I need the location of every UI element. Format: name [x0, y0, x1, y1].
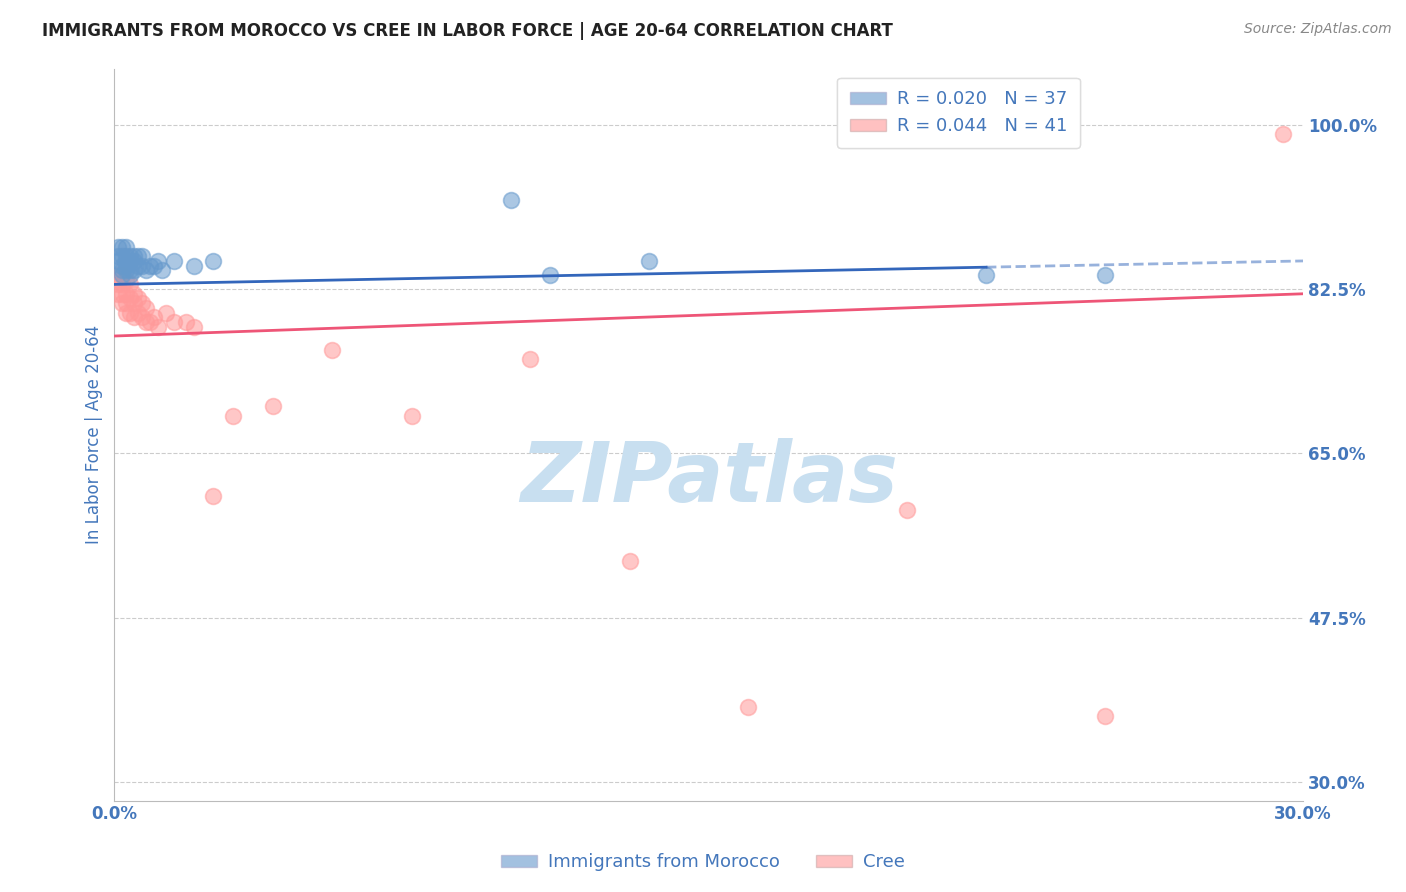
- Point: [401, 409, 423, 423]
- Point: [143, 259, 166, 273]
- Point: [120, 277, 142, 292]
- Point: [1094, 709, 1116, 723]
- Point: [139, 315, 162, 329]
- Point: [150, 263, 173, 277]
- Point: [120, 249, 142, 263]
- Point: [519, 352, 541, 367]
- Point: [120, 263, 142, 277]
- Point: [202, 254, 225, 268]
- Point: [538, 268, 561, 282]
- Point: [111, 249, 134, 263]
- Point: [163, 315, 186, 329]
- Point: [107, 277, 129, 292]
- Point: [135, 315, 157, 329]
- Point: [115, 249, 138, 263]
- Point: [146, 254, 169, 268]
- Point: [115, 273, 138, 287]
- Point: [122, 254, 145, 268]
- Point: [135, 301, 157, 315]
- Point: [135, 263, 157, 277]
- Point: [107, 286, 129, 301]
- Point: [183, 259, 205, 273]
- Point: [115, 263, 138, 277]
- Point: [163, 254, 186, 268]
- Point: [974, 268, 997, 282]
- Point: [896, 502, 918, 516]
- Point: [122, 286, 145, 301]
- Point: [111, 296, 134, 310]
- Point: [107, 268, 129, 282]
- Point: [120, 305, 142, 319]
- Point: [107, 249, 129, 263]
- Point: [183, 319, 205, 334]
- Point: [111, 263, 134, 277]
- Legend: Immigrants from Morocco, Cree: Immigrants from Morocco, Cree: [494, 847, 912, 879]
- Point: [131, 249, 153, 263]
- Point: [122, 249, 145, 263]
- Point: [111, 286, 134, 301]
- Point: [115, 240, 138, 254]
- Point: [122, 310, 145, 325]
- Point: [115, 296, 138, 310]
- Point: [139, 259, 162, 273]
- Point: [222, 409, 245, 423]
- Legend: R = 0.020   N = 37, R = 0.044   N = 41: R = 0.020 N = 37, R = 0.044 N = 41: [838, 78, 1080, 148]
- Point: [122, 263, 145, 277]
- Point: [262, 400, 284, 414]
- Point: [127, 259, 149, 273]
- Point: [131, 296, 153, 310]
- Point: [115, 254, 138, 268]
- Point: [122, 296, 145, 310]
- Point: [107, 240, 129, 254]
- Point: [111, 268, 134, 282]
- Point: [127, 305, 149, 319]
- Point: [111, 277, 134, 292]
- Point: [115, 305, 138, 319]
- Point: [127, 292, 149, 306]
- Point: [737, 699, 759, 714]
- Point: [120, 268, 142, 282]
- Point: [174, 315, 197, 329]
- Point: [107, 254, 129, 268]
- Point: [143, 310, 166, 325]
- Point: [146, 319, 169, 334]
- Point: [131, 310, 153, 325]
- Point: [111, 259, 134, 273]
- Point: [131, 259, 153, 273]
- Point: [202, 489, 225, 503]
- Point: [155, 305, 177, 319]
- Point: [1272, 127, 1295, 141]
- Text: Source: ZipAtlas.com: Source: ZipAtlas.com: [1244, 22, 1392, 37]
- Point: [499, 193, 522, 207]
- Point: [1094, 268, 1116, 282]
- Point: [115, 259, 138, 273]
- Point: [638, 254, 661, 268]
- Point: [120, 292, 142, 306]
- Point: [619, 554, 641, 568]
- Text: IMMIGRANTS FROM MOROCCO VS CREE IN LABOR FORCE | AGE 20-64 CORRELATION CHART: IMMIGRANTS FROM MOROCCO VS CREE IN LABOR…: [42, 22, 893, 40]
- Point: [111, 240, 134, 254]
- Point: [321, 343, 343, 357]
- Y-axis label: In Labor Force | Age 20-64: In Labor Force | Age 20-64: [86, 325, 103, 544]
- Point: [127, 249, 149, 263]
- Text: ZIPatlas: ZIPatlas: [520, 438, 897, 519]
- Point: [115, 286, 138, 301]
- Point: [120, 254, 142, 268]
- Point: [111, 268, 134, 282]
